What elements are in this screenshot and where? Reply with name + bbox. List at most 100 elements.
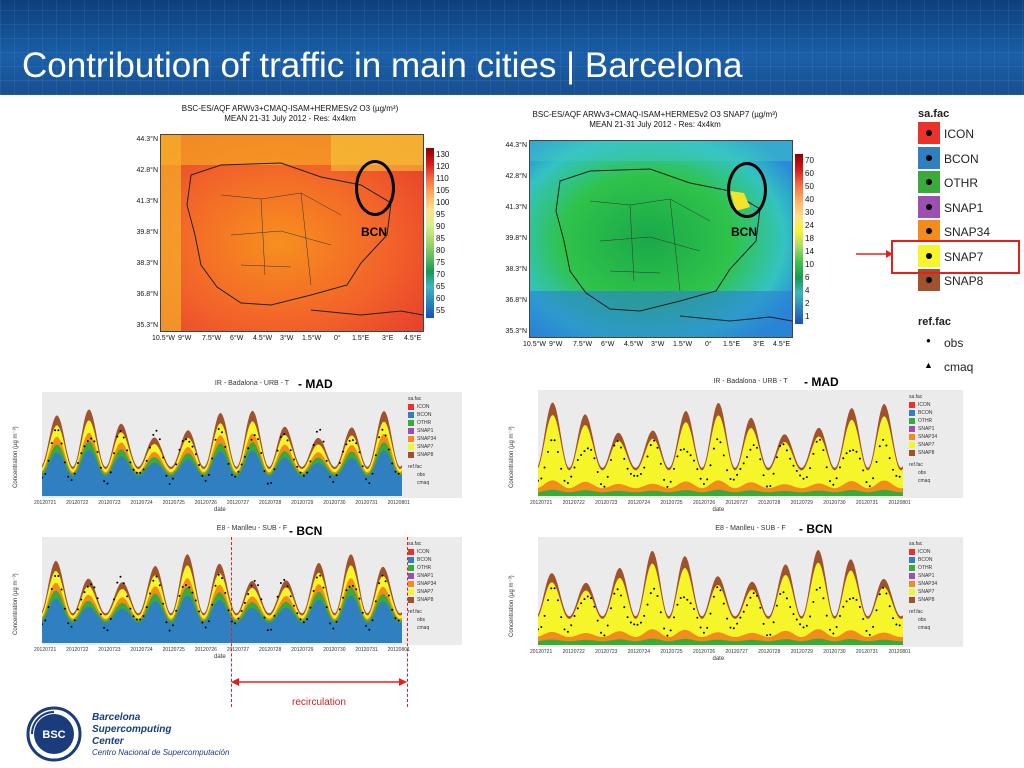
obs-point [756,446,758,449]
obs-point [600,483,602,486]
timeseries-badalona-snap7: IR - Badalona - URB - T sa.fac ICON BCON OTH… [509,378,963,513]
obs-point [152,433,155,436]
obs-point [171,624,174,627]
timeseries-legend-label: OTHR [417,420,432,426]
timeseries-title: E8 - Manlleu - SUB - F [216,525,288,532]
band-othr [538,638,903,645]
obs-point [47,459,50,462]
obs-point [752,444,755,447]
legend-item-label: SNAP34 [944,225,991,239]
obs-point [394,617,397,620]
obs-point [772,472,775,475]
obs-point [573,615,576,617]
colorbar-label: 80 [436,246,445,255]
timeseries-date-tick: 20120725 [162,500,185,506]
obs-point [613,444,616,447]
obs-point [756,594,758,597]
timeseries-legend-swatch [909,434,915,440]
timeseries-legend-swatch [408,420,414,426]
obs-point [60,442,63,445]
obs-point [293,458,295,461]
band-othr [538,489,903,496]
obs-point [898,624,901,627]
lon-label: 0° [334,335,341,342]
slide-title: Contribution of traffic in main cities |… [22,46,743,85]
timeseries-date-tick: 20120724 [130,500,153,506]
obs-point [276,595,279,598]
obs-point [44,619,47,622]
obs-point [829,628,831,631]
obs-point [181,440,184,442]
timeseries-legend-swatch [909,426,915,432]
obs-point [766,485,768,488]
timeseries-legend-label: SNAP7 [918,589,935,595]
obs-point [332,480,335,483]
obs-point [191,591,194,594]
obs-point [283,578,286,581]
obs-point [538,479,539,482]
obs-point [636,623,639,626]
obs-point [736,622,739,625]
timeseries-date-tick: 20120727 [226,647,250,653]
obs-point [299,471,302,474]
obs-point [683,596,685,599]
timeseries-legend-label: SNAP34 [417,581,437,587]
obs-point [805,476,808,479]
legend-swatch [918,220,940,242]
obs-point [378,436,381,439]
obs-point [613,592,616,595]
timeseries-ylabel: Concentration (µg m⁻³) [509,575,515,637]
lon-label: 4.5°W [253,335,273,342]
obs-point [338,461,341,464]
timeseries-legend-swatch [909,549,915,555]
obs-point [86,440,89,442]
obs-point [888,457,891,460]
obs-point [673,467,675,470]
obs-point [848,598,851,600]
legend-swatch [918,146,940,169]
lon-label: 10.5°W [523,341,547,348]
obs-point [132,615,135,618]
obs-point [590,448,593,451]
obs-point [693,608,695,610]
obs-point [175,463,178,466]
legend-item-label: SNAP7 [944,249,984,264]
obs-point [626,616,629,619]
obs-point [365,478,367,481]
obs-point [689,602,692,605]
obs-point [799,623,802,626]
obs-point [253,434,256,437]
obs-point [99,613,102,616]
timeseries-legend-swatch [408,589,414,595]
lat-label: 42.8°N [505,173,527,180]
obs-point [302,621,305,624]
timeseries-date-tick: 20120727 [725,500,748,506]
obs-point [749,448,752,451]
timeseries-date-tick: 20120730 [323,647,346,653]
colorbar-label: 30 [805,208,814,217]
legend-item-bcon: BCON [918,146,1018,171]
timeseries-ref-label: cmaq [417,480,430,486]
obs-point [570,475,573,478]
obs-point [60,588,63,591]
map-o3-snap7-field [530,141,792,337]
obs-point [666,634,669,637]
timeseries-date-tick: 20120729 [291,500,314,506]
obs-point [673,616,675,619]
legend-item-snap34: SNAP34 [918,220,1018,244]
obs-point [90,583,93,586]
obs-point [83,445,86,448]
obs-point [211,457,214,460]
obs-point [358,597,361,600]
obs-point [168,483,171,485]
obs-point [822,597,825,600]
obs-point [795,469,798,472]
timeseries-date-tick: 20120723 [98,500,121,506]
obs-point [789,606,792,608]
obs-point [898,475,901,478]
obs-point [719,589,722,592]
obs-point [266,629,269,632]
obs-point [309,606,312,609]
obs-point [365,624,367,627]
timeseries-legend-label: SNAP8 [417,452,434,458]
